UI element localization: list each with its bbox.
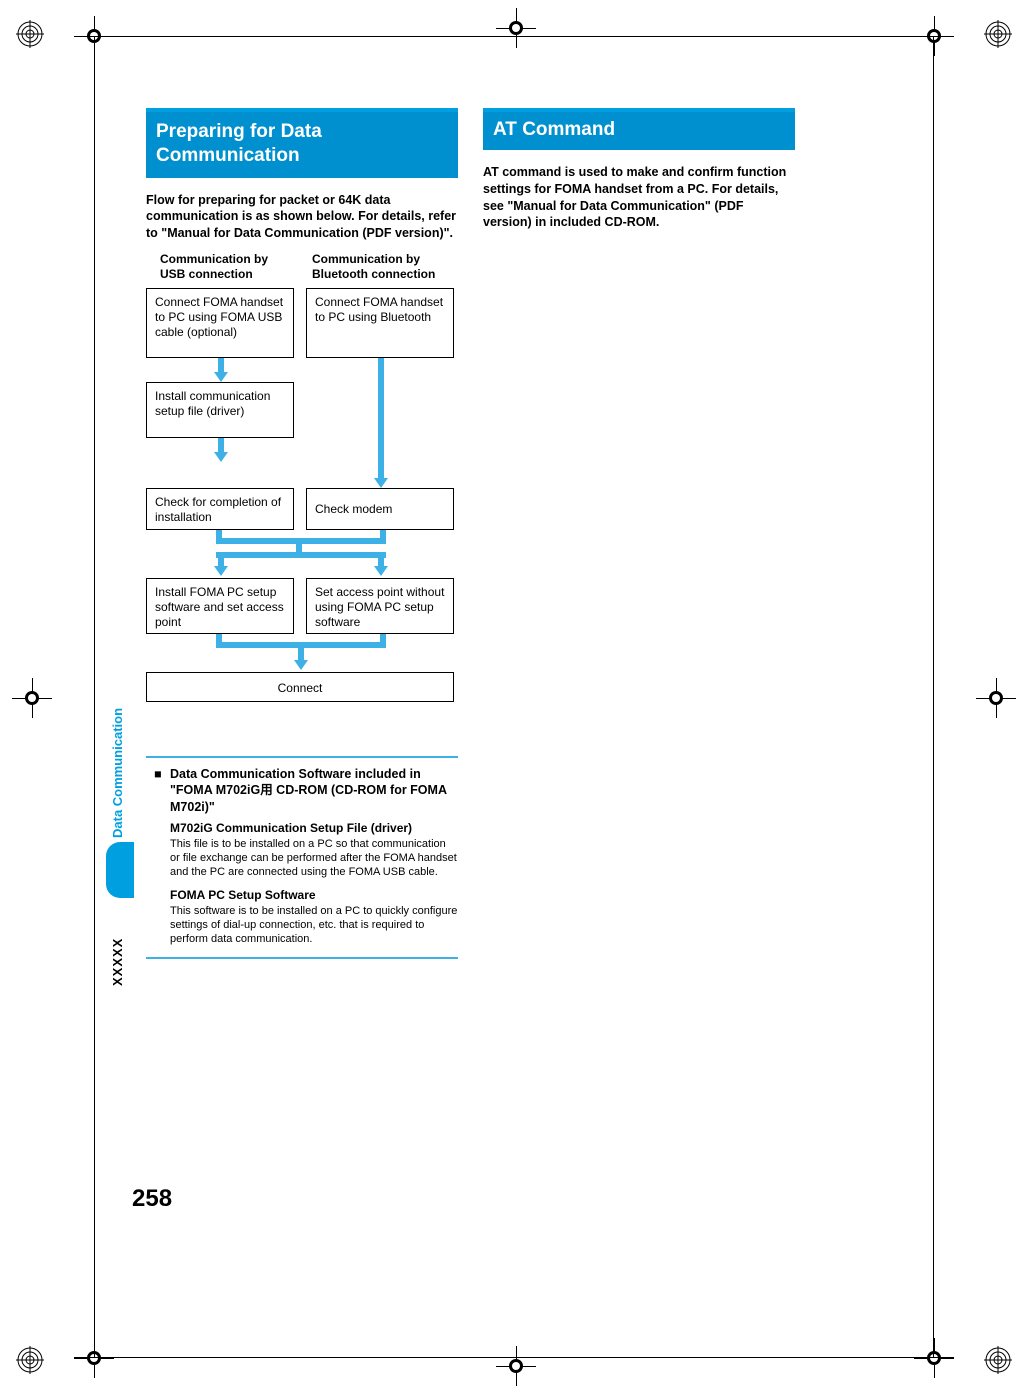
flowchart: Communication by USB connection Communic…: [146, 252, 458, 742]
flow-col-bt-title: Communication by Bluetooth connection: [312, 252, 462, 282]
reg-mark-icon: [16, 1346, 44, 1374]
flow-box-install-sw: Install FOMA PC setup software and set a…: [146, 578, 294, 634]
reg-mark-icon: [984, 20, 1012, 48]
crop-mark-icon: [496, 8, 536, 48]
page-number: 258: [132, 1185, 172, 1213]
flow-box-check-install: Check for completion of installation: [146, 488, 294, 530]
heading-at-command-text: AT Command: [493, 118, 785, 142]
frame-line: [933, 36, 934, 1358]
left-lead: Flow for preparing for packet or 64K dat…: [146, 192, 458, 243]
flow-connector: [216, 530, 222, 538]
crop-mark-icon: [914, 1338, 954, 1378]
page: Data Communication XXXXX 258 Preparing f…: [0, 0, 1028, 1394]
arrow-icon: [216, 438, 226, 462]
flow-connector: [296, 538, 302, 558]
flow-box-set-ap: Set access point without using FOMA PC s…: [306, 578, 454, 634]
flow-connector: [380, 634, 386, 642]
info-sub1-body: This file is to be installed on a PC so …: [170, 837, 458, 880]
flow-connector: [216, 634, 222, 642]
flow-box-usb-connect: Connect FOMA handset to PC using FOMA US…: [146, 288, 294, 358]
reg-mark-icon: [16, 20, 44, 48]
arrow-icon: [376, 558, 386, 576]
crop-mark-icon: [976, 678, 1016, 718]
left-column: Preparing for Data Communication Flow fo…: [146, 108, 458, 959]
frame-line: [74, 36, 954, 37]
side-tab-label: Data Communication: [110, 678, 130, 838]
info-title: Data Communication Software included in …: [170, 766, 458, 815]
heading-preparing: Preparing for Data Communication: [146, 108, 458, 178]
flow-connector: [380, 530, 386, 538]
arrow-icon: [216, 558, 226, 576]
heading-at-command: AT Command: [483, 108, 795, 150]
side-tab: Data Communication XXXXX: [110, 678, 130, 908]
right-lead: AT command is used to make and confirm f…: [483, 164, 795, 232]
info-sub1-head: M702iG Communication Setup File (driver): [170, 821, 458, 835]
arrow-icon: [296, 648, 306, 670]
arrow-icon: [216, 358, 226, 382]
flow-box-connect: Connect: [146, 672, 454, 702]
square-bullet-icon: ■: [154, 766, 164, 815]
arrow-icon: [376, 358, 386, 488]
frame-line: [74, 1357, 954, 1358]
flow-box-install-driver: Install communication setup file (driver…: [146, 382, 294, 438]
side-tab-marks: XXXXX: [110, 906, 130, 986]
reg-mark-icon: [984, 1346, 1012, 1374]
heading-preparing-text: Preparing for Data Communication: [156, 120, 448, 168]
info-sub2-head: FOMA PC Setup Software: [170, 888, 458, 902]
flow-box-bt-connect: Connect FOMA handset to PC using Bluetoo…: [306, 288, 454, 358]
flow-col-usb-title: Communication by USB connection: [160, 252, 295, 282]
info-sub2-body: This software is to be installed on a PC…: [170, 904, 458, 947]
side-tab-pill: [106, 842, 134, 898]
crop-mark-icon: [12, 678, 52, 718]
right-column: AT Command AT command is used to make an…: [483, 108, 795, 241]
flow-box-check-modem: Check modem: [306, 488, 454, 530]
info-block: ■ Data Communication Software included i…: [146, 756, 458, 959]
frame-line: [94, 36, 95, 1358]
crop-mark-icon: [496, 1346, 536, 1386]
